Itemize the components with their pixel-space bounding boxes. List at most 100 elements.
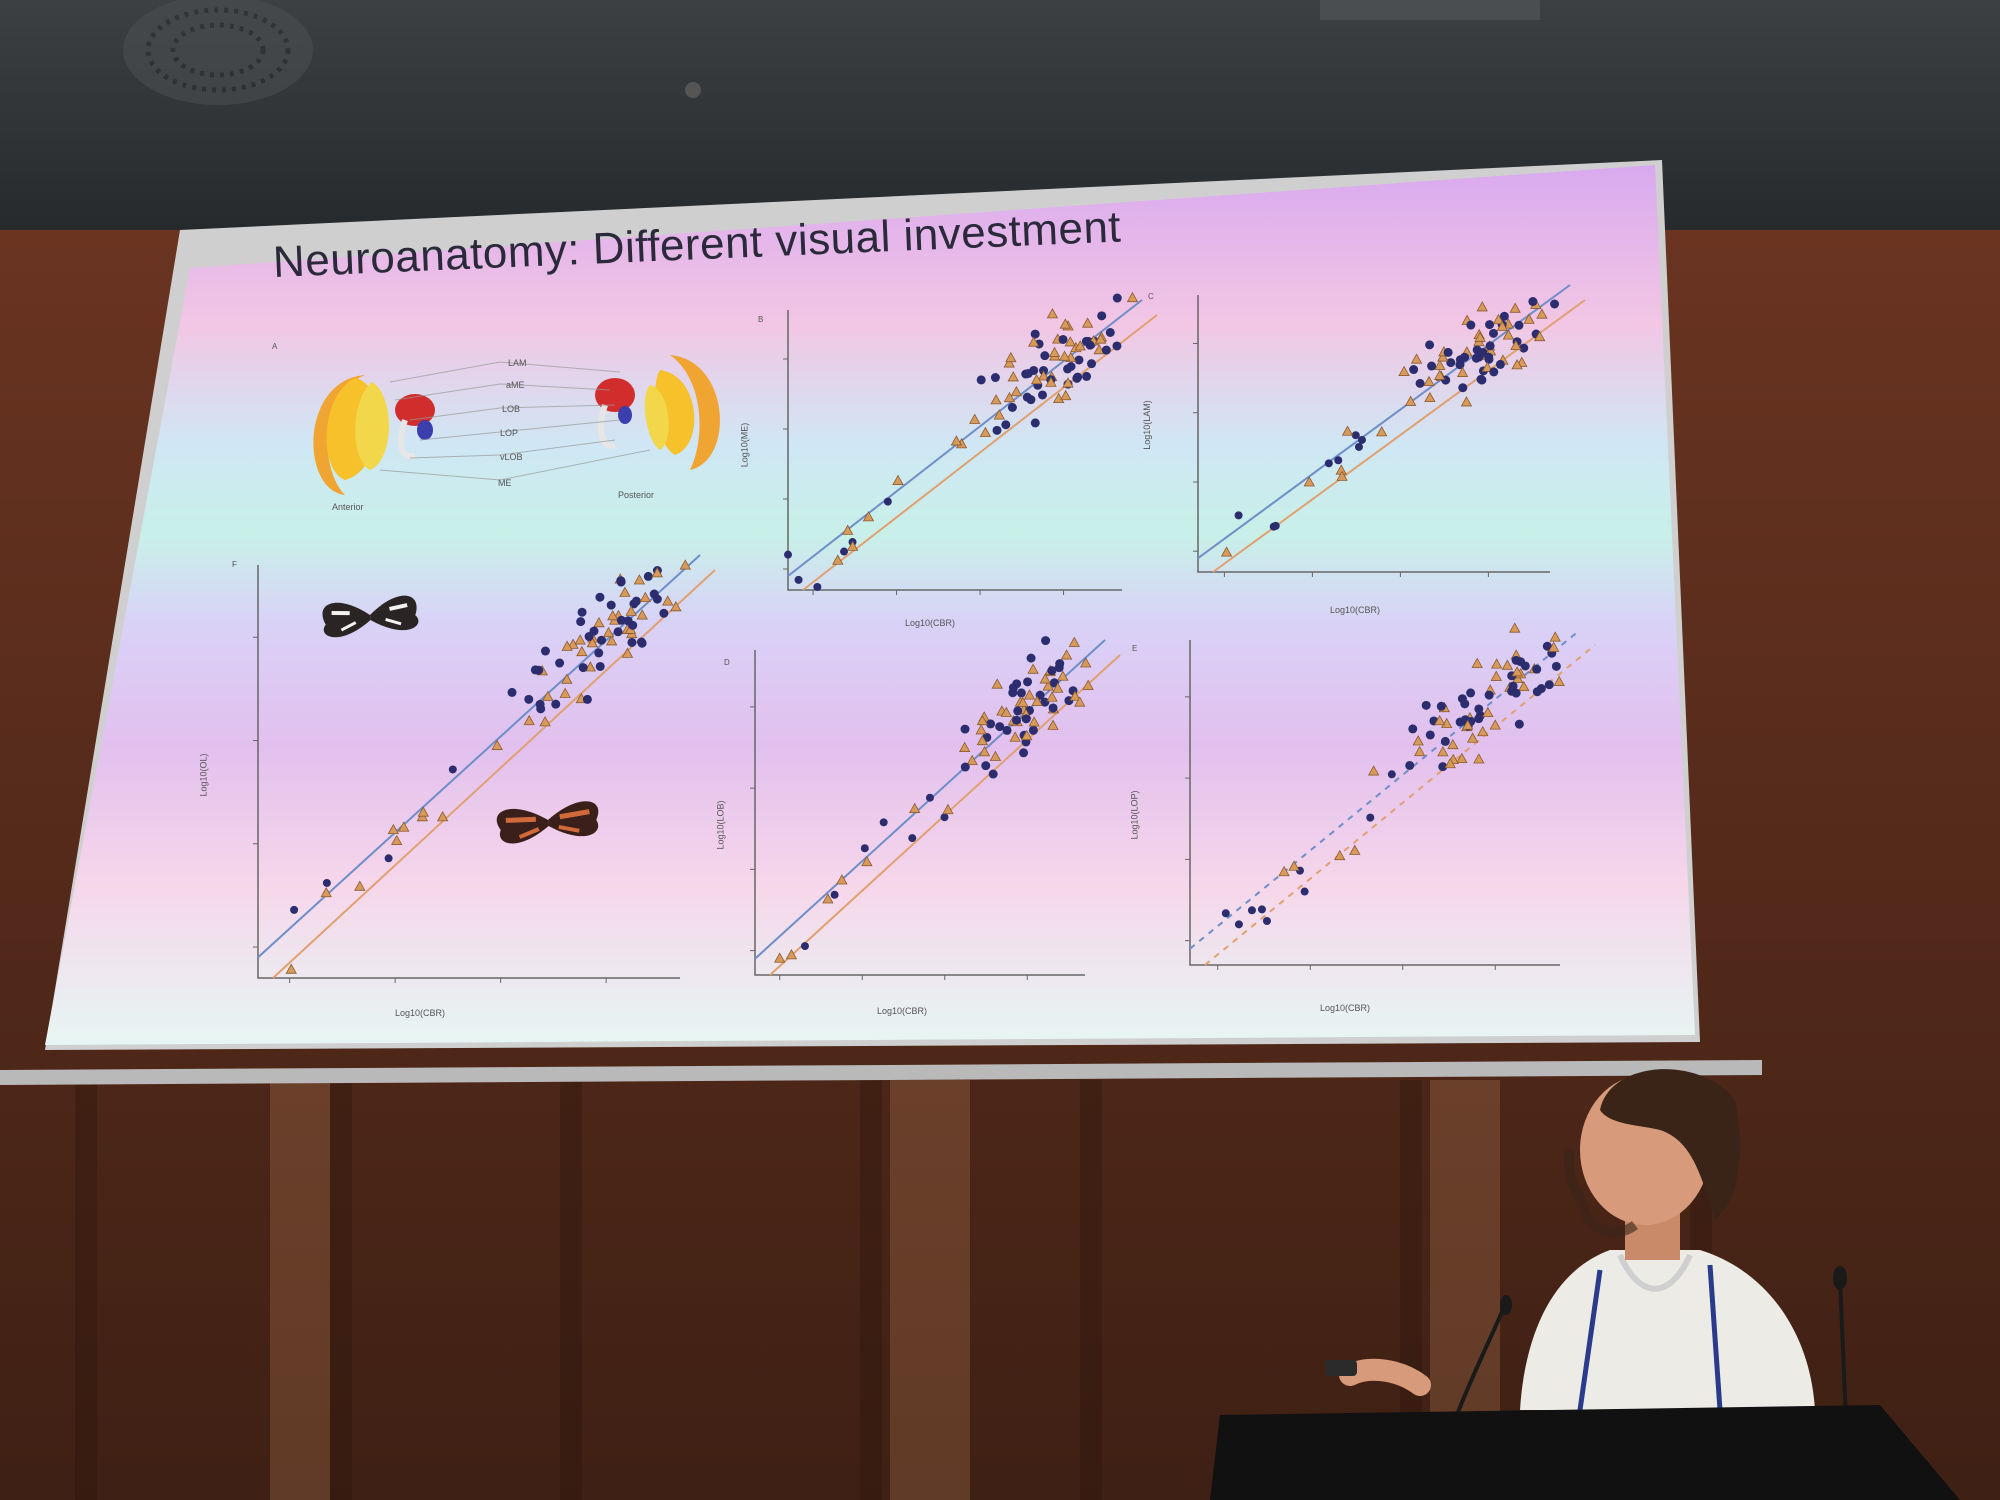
point-orange-triangle	[1502, 329, 1515, 340]
point-dark	[1495, 359, 1505, 369]
point-orange-triangle	[950, 435, 963, 446]
point-dark	[1012, 715, 1022, 725]
point-orange-triangle	[1476, 301, 1488, 312]
point-orange-triangle	[942, 803, 954, 815]
point-dark	[992, 425, 1002, 435]
point-dark	[1366, 813, 1375, 822]
point-orange-triangle	[1553, 675, 1565, 687]
point-orange-triangle	[1082, 679, 1094, 690]
point-dark	[940, 813, 949, 822]
point-dark	[534, 665, 544, 675]
point-dark	[1519, 343, 1529, 353]
point-dark	[1357, 435, 1366, 444]
point-dark	[1478, 347, 1488, 357]
panel-f-scatter	[253, 554, 716, 983]
point-dark	[1514, 719, 1524, 729]
point-dark	[1455, 717, 1465, 727]
ceiling-light	[1320, 0, 1540, 20]
point-dark	[540, 646, 550, 656]
point-orange-triangle	[576, 645, 588, 657]
point-orange-triangle	[1501, 659, 1514, 670]
point-orange-triangle	[679, 559, 691, 570]
point-dark	[524, 694, 534, 704]
point-dark	[1354, 442, 1363, 451]
point-dark	[960, 724, 970, 734]
point-dark	[1425, 340, 1435, 350]
point-orange-triangle	[774, 952, 786, 963]
point-dark	[1072, 373, 1082, 383]
point-orange-triangle	[1549, 631, 1561, 642]
point-orange-triangle	[633, 574, 646, 585]
point-orange-triangle	[990, 394, 1002, 405]
point-dark	[1257, 905, 1266, 914]
point-dark	[659, 608, 669, 618]
point-dark	[606, 600, 616, 610]
point-dark	[1001, 420, 1011, 430]
point-orange-triangle	[1349, 844, 1361, 855]
point-dark	[784, 550, 793, 559]
point-dark	[536, 704, 546, 714]
point-orange-triangle	[1510, 339, 1522, 351]
point-dark	[1550, 299, 1560, 309]
point-dark	[595, 661, 605, 671]
point-orange-triangle	[1037, 370, 1050, 381]
point-orange-triangle	[976, 714, 989, 726]
axes	[1189, 640, 1560, 966]
lectern	[1210, 1405, 1960, 1500]
fit-line-orange-series	[802, 314, 1158, 591]
point-orange-triangle	[1548, 641, 1560, 652]
point-dark	[925, 793, 934, 802]
point-orange-triangle	[285, 963, 297, 974]
point-orange-triangle	[861, 855, 873, 867]
point-orange-triangle	[1474, 331, 1486, 342]
point-orange-triangle	[1433, 714, 1446, 726]
point-orange-triangle	[1028, 716, 1040, 727]
point-dark	[597, 635, 607, 645]
point-orange-triangle	[993, 409, 1005, 420]
point-orange-triangle	[1466, 732, 1479, 743]
microphone-head-b	[1833, 1266, 1847, 1290]
point-dark	[1112, 293, 1122, 303]
point-dark	[582, 694, 592, 704]
point-orange-triangle	[436, 811, 449, 822]
point-orange-triangle	[1045, 376, 1057, 387]
point-dark	[960, 762, 970, 772]
point-orange-triangle	[670, 600, 682, 612]
point-orange-triangle	[1490, 658, 1503, 669]
point-orange-triangle	[1027, 336, 1040, 347]
point-dark	[1471, 353, 1481, 363]
point-orange-triangle	[1412, 735, 1424, 746]
point-dark	[1026, 395, 1036, 405]
point-dark	[322, 878, 331, 887]
microphone-head-a	[1500, 1295, 1512, 1315]
point-orange-triangle	[1060, 649, 1073, 660]
point-orange-triangle	[979, 426, 992, 437]
point-dark	[1415, 378, 1425, 388]
point-orange-triangle	[1489, 719, 1501, 730]
point-orange-triangle	[989, 750, 1002, 761]
point-orange-triangle	[1126, 291, 1139, 303]
point-dark	[384, 854, 393, 863]
point-orange-triangle	[1410, 353, 1423, 364]
point-orange-triangle	[1341, 425, 1354, 436]
panel-a-illustration	[313, 355, 720, 495]
point-dark	[1007, 402, 1017, 412]
point-orange-triangle	[1074, 340, 1086, 351]
point-dark	[1485, 320, 1495, 330]
point-orange-triangle	[1509, 622, 1521, 633]
point-orange-triangle	[1027, 663, 1039, 674]
point-orange-triangle	[1017, 696, 1029, 707]
point-dark	[1002, 725, 1012, 735]
point-dark	[1097, 311, 1107, 321]
point-dark	[643, 571, 653, 581]
point-dark	[1551, 661, 1561, 671]
point-orange-triangle	[1509, 302, 1521, 313]
point-orange-triangle	[1068, 636, 1080, 647]
point-dark	[1037, 390, 1047, 400]
point-orange-triangle	[1398, 365, 1410, 376]
point-dark	[595, 592, 605, 602]
point-orange-triangle	[832, 554, 844, 565]
point-orange-triangle	[1456, 752, 1468, 764]
point-orange-triangle	[625, 605, 637, 616]
point-orange-triangle	[1278, 865, 1290, 877]
